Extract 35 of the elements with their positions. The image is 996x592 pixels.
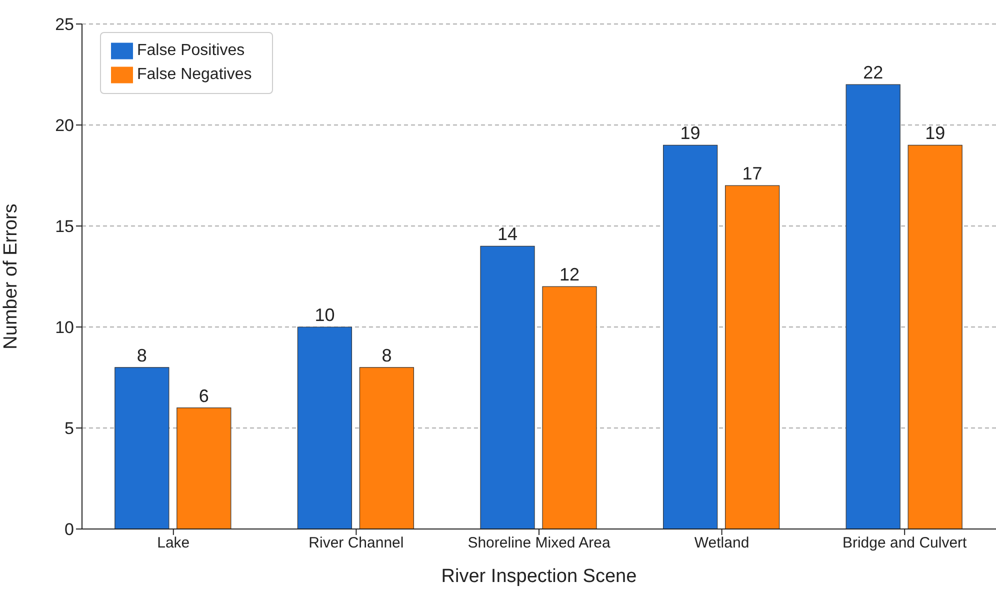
data-label: 17 xyxy=(742,164,762,184)
x-tick-label: Shoreline Mixed Area xyxy=(468,534,611,552)
bar xyxy=(542,286,597,529)
y-tick-label: 25 xyxy=(55,15,74,34)
x-tick-label: Bridge and Culvert xyxy=(842,534,968,552)
data-label: 8 xyxy=(382,345,392,366)
bar xyxy=(297,326,352,529)
bar xyxy=(176,408,232,529)
y-tick-label: 5 xyxy=(64,419,74,438)
bar xyxy=(359,367,414,529)
data-label: 19 xyxy=(925,123,946,144)
x-tick-label: Lake xyxy=(157,534,190,552)
data-label: 12 xyxy=(559,264,580,285)
data-label: 6 xyxy=(198,386,209,406)
y-tick-label: 0 xyxy=(64,520,74,540)
x-tick-label: River Channel xyxy=(308,534,404,552)
bar xyxy=(480,246,535,529)
bar xyxy=(846,84,900,529)
x-axis-title: River Inspection Scene xyxy=(441,566,637,587)
y-tick-label: 20 xyxy=(55,116,74,136)
y-tick-label: 15 xyxy=(55,217,74,236)
data-label: 10 xyxy=(314,305,335,325)
y-axis-title: Number of Errors xyxy=(0,204,22,350)
y-tick-label: 10 xyxy=(55,318,74,338)
data-label: 22 xyxy=(863,62,884,83)
data-label: 8 xyxy=(136,345,147,366)
x-tick-label: Wetland xyxy=(694,534,750,552)
legend-label: False Positives xyxy=(137,42,245,59)
bar xyxy=(908,144,962,529)
bar xyxy=(114,367,170,529)
bar xyxy=(725,185,780,529)
data-label: 14 xyxy=(497,224,518,244)
data-label: 19 xyxy=(680,123,700,144)
bar xyxy=(663,144,718,529)
legend-label: False Negatives xyxy=(137,66,252,83)
